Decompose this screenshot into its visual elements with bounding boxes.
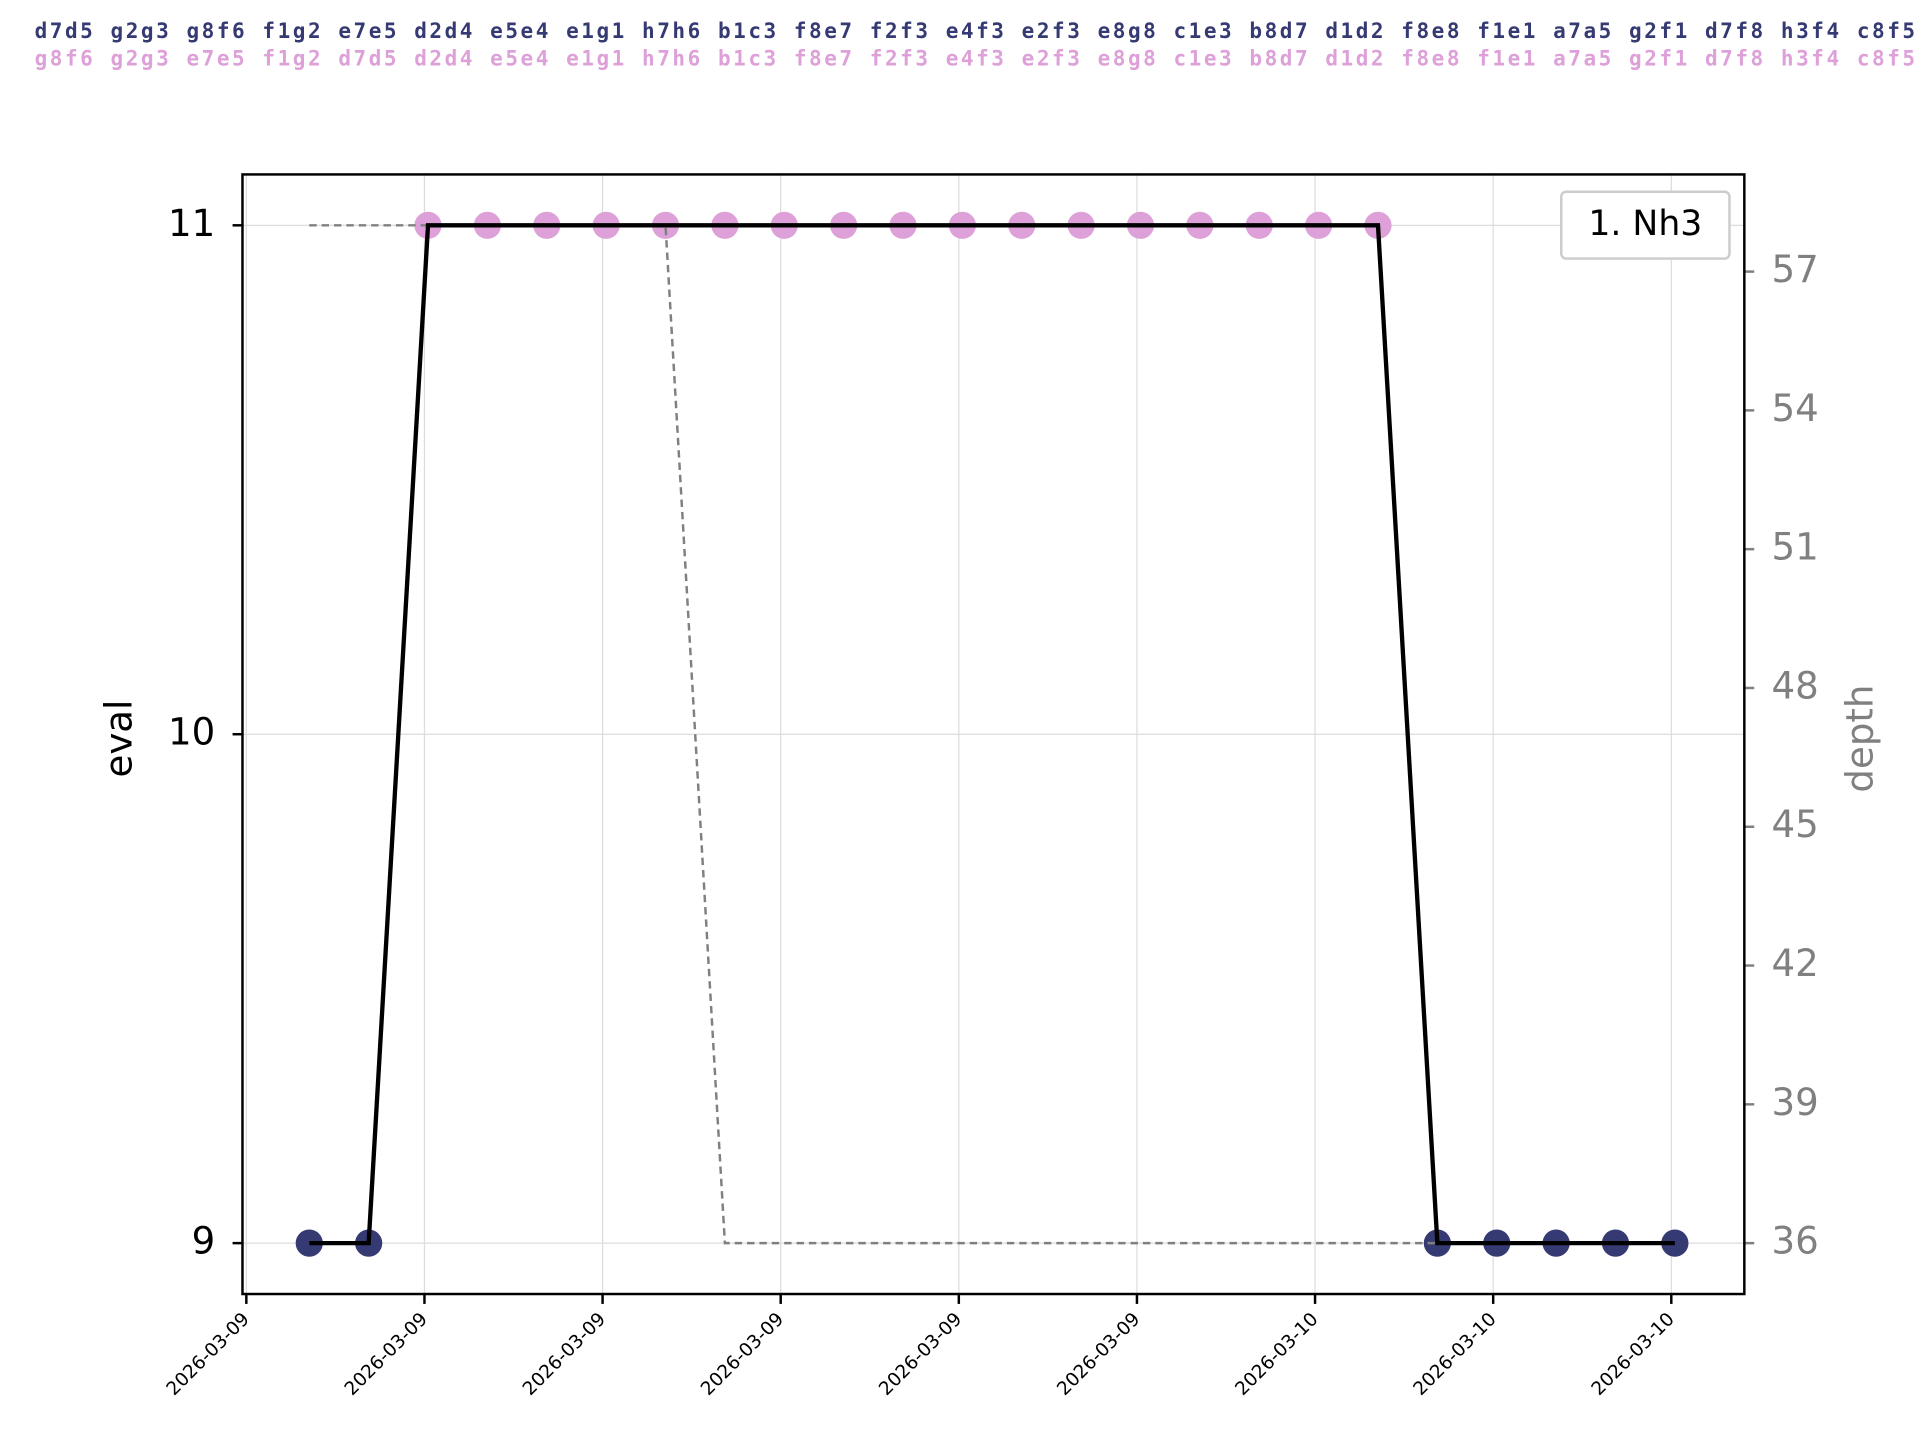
eval-line [309, 223, 1675, 1246]
y2-tick-label: 39 [1772, 1081, 1819, 1124]
y2-tick-label: 36 [1772, 1220, 1819, 1263]
x-tick-label: 2026-03-10 [1410, 1309, 1501, 1400]
y2-tick-label: 57 [1772, 248, 1819, 291]
x-tick-label: 2026-03-09 [875, 1309, 966, 1400]
legend-box [1560, 190, 1731, 260]
y2-tick-label: 42 [1772, 942, 1819, 985]
y-tick-label: 10 [168, 711, 215, 754]
x-tick-label: 2026-03-09 [163, 1309, 254, 1400]
x-tick-label: 2026-03-10 [1231, 1309, 1322, 1400]
x-tick-label: 2026-03-09 [341, 1309, 432, 1400]
x-tick-label: 2026-03-09 [697, 1309, 788, 1400]
y-tick-label: 11 [168, 202, 215, 245]
plot-frame [241, 173, 1746, 1296]
y2-tick-label: 54 [1772, 387, 1819, 430]
y2-tick-label: 51 [1772, 526, 1819, 569]
legend-label: 1. Nh3 [1588, 204, 1702, 244]
y2-tick-label: 45 [1772, 803, 1819, 846]
move-line: d7d5 g2g3 g8f6 f1g2 e7e5 d2d4 e5e4 e1g1 … [35, 18, 1915, 43]
x-tick-label: 2026-03-09 [519, 1309, 610, 1400]
legend: 1. Nh3 [1560, 190, 1731, 260]
move-line: g8f6 g2g3 e7e5 f1g2 d7d5 d2d4 e5e4 e1g1 … [35, 45, 1915, 70]
x-tick-label: 2026-03-09 [1053, 1309, 1144, 1400]
y2-axis-label: depth [1838, 685, 1881, 793]
y-axis-label: eval [98, 700, 141, 778]
y-tick-label: 9 [192, 1220, 216, 1263]
x-tick-label: 2026-03-10 [1588, 1309, 1679, 1400]
y2-tick-label: 48 [1772, 664, 1819, 707]
